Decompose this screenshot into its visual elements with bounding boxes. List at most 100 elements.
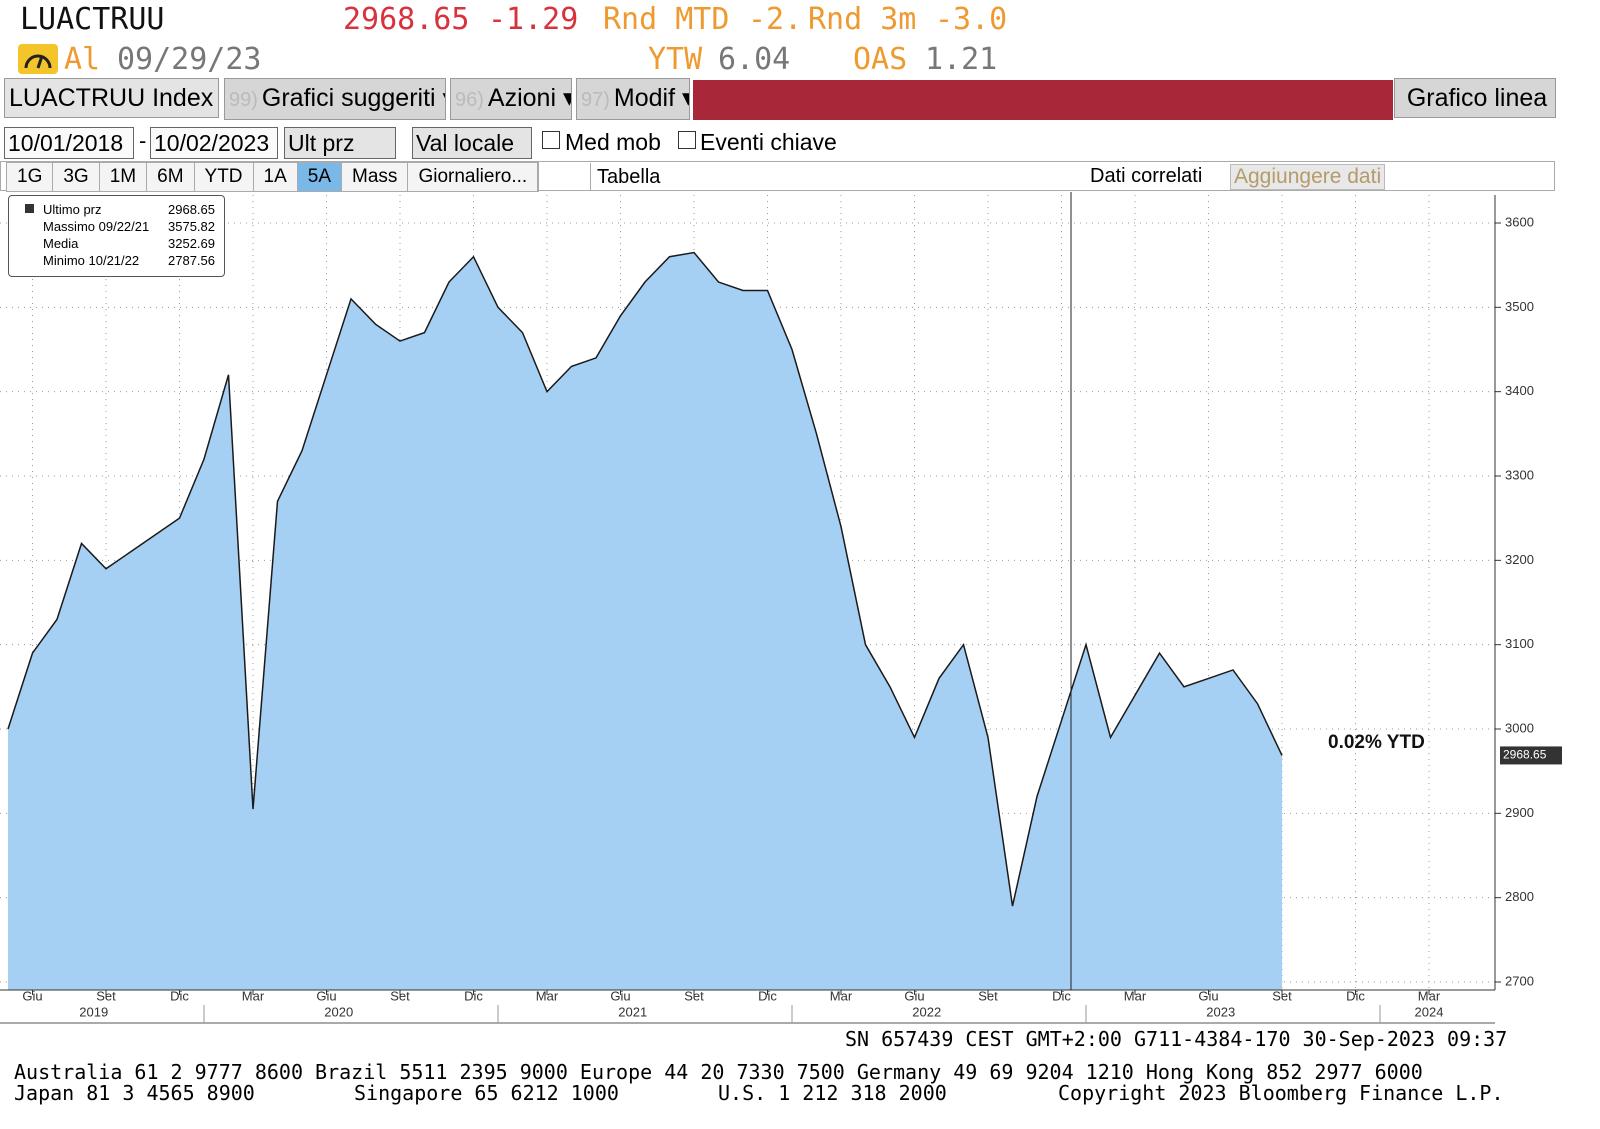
period-bar: 1G 3G 1M 6M YTD 1A 5A Mass Giornaliero... — [6, 162, 540, 192]
period-button[interactable]: 1A — [253, 163, 298, 191]
x-tick-label: Mar — [536, 988, 559, 1003]
y-tick-label: 2900 — [1505, 805, 1534, 820]
moving-avg: Med mob — [565, 129, 661, 155]
phones: Australia 61 2 9777 8600 Brazil 5511 239… — [14, 1060, 1423, 1084]
year-label: 2021 — [618, 1004, 647, 1019]
as-of-date: 09/29/23 — [117, 42, 262, 77]
legend-swatch — [25, 221, 34, 230]
legend-label: Massimo 09/22/21 — [43, 219, 150, 234]
legend-swatch — [25, 204, 34, 213]
y-tick-label: 3600 — [1505, 214, 1534, 229]
last-value-label: 2968.65 — [1503, 748, 1547, 762]
as-of-label: Al — [64, 42, 101, 77]
m3-value: -3.0 — [935, 2, 1008, 37]
session-info: SN 657439 CEST GMT+2:00 G711-4384-170 30… — [845, 1027, 1508, 1051]
checkbox[interactable] — [542, 131, 560, 149]
legend-value: 3575.82 — [168, 219, 215, 234]
y-tick-label: 3300 — [1505, 467, 1534, 482]
period-button[interactable]: YTD — [194, 163, 254, 191]
mtd-label: Rnd MTD — [603, 2, 730, 37]
legend: Ultimo prz 2968.65 Massimo 09/22/21 3575.82… — [8, 195, 225, 277]
y-tick-label: 3000 — [1505, 720, 1534, 735]
mtd-value: -2. — [748, 2, 803, 37]
menu[interactable]: 96)Azioni ▾ — [450, 78, 572, 120]
chart-type[interactable]: Grafico linea — [1394, 78, 1556, 118]
y-tick-label: 3400 — [1505, 383, 1534, 398]
menu[interactable]: 99)Grafici suggeriti ▾ — [224, 78, 446, 120]
x-tick-label: Giu — [1198, 988, 1218, 1003]
x-tick-label: Set — [684, 988, 704, 1003]
menu-number: 97) — [581, 89, 610, 111]
ticker: LUACTRUU — [20, 2, 165, 37]
x-tick-label: Set — [96, 988, 116, 1003]
year-label: 2024 — [1415, 1004, 1444, 1019]
period-button[interactable]: 6M — [147, 163, 195, 191]
x-tick-label: Set — [978, 988, 998, 1003]
y-tick-label: 3100 — [1505, 636, 1534, 651]
annotation: 0.02% YTD — [1328, 732, 1425, 753]
legend-value: 2787.56 — [168, 253, 215, 268]
date-separator: - — [139, 128, 147, 153]
x-tick-label: Dic — [1346, 988, 1365, 1003]
menu-label: Modif — [613, 84, 676, 112]
x-tick-label: Giu — [904, 988, 924, 1003]
end-date[interactable]: 10/02/2023 — [150, 127, 278, 159]
y-tick-label: 3200 — [1505, 552, 1534, 567]
key-events: Eventi chiave — [700, 129, 837, 155]
y-tick-label: 2800 — [1505, 889, 1534, 904]
phones: Singapore 65 6212 1000 — [354, 1081, 619, 1105]
x-tick-label: Set — [1272, 988, 1292, 1003]
x-tick-label: Mar — [1124, 988, 1147, 1003]
x-tick-label: Mar — [830, 988, 853, 1003]
checkbox[interactable] — [678, 131, 696, 149]
ytw-label: YTW — [648, 42, 703, 77]
start-date[interactable]: 10/01/2018 — [4, 127, 134, 159]
gauge-icon — [18, 44, 58, 74]
related-data[interactable]: Dati correlati — [1090, 165, 1203, 187]
period-button[interactable]: 3G — [53, 163, 100, 191]
title-band — [693, 80, 1393, 120]
last-value-tag — [1500, 746, 1562, 765]
legend-label: Minimo 10/21/22 — [43, 253, 140, 268]
period-button[interactable]: 1G — [7, 163, 54, 191]
area — [8, 252, 1282, 990]
menu-number: 99) — [229, 89, 258, 111]
menu-label: Grafici suggeriti — [261, 84, 436, 112]
menu-number: 96) — [455, 89, 484, 111]
legend-label: Ultimo prz — [43, 202, 102, 217]
security-field[interactable]: LUACTRUU Index — [4, 78, 219, 118]
year-label: 2022 — [912, 1004, 941, 1019]
year-label: 2019 — [79, 1004, 108, 1019]
y-tick-label: 2700 — [1505, 973, 1534, 988]
period-button[interactable]: Mass — [342, 163, 409, 191]
oas-value: 1.21 — [925, 42, 998, 77]
x-tick-label: Dic — [464, 988, 483, 1003]
x-tick-label: Mar — [1418, 988, 1441, 1003]
phones: Copyright 2023 Bloomberg Finance L.P. — [1058, 1081, 1504, 1105]
frequency-select[interactable]: Giornaliero... — [408, 163, 539, 191]
menu[interactable]: 97)Modif ▾ — [576, 78, 690, 120]
field-select[interactable]: Ult prz — [284, 127, 396, 159]
phones: U.S. 1 212 318 2000 — [718, 1081, 947, 1105]
year-label: 2020 — [324, 1004, 353, 1019]
add-data[interactable]: Aggiungere dati — [1230, 164, 1385, 190]
y-tick-label: 3500 — [1505, 299, 1534, 314]
change: -1.29 — [488, 2, 579, 37]
line — [7, 251, 1283, 907]
m3-label: Rnd 3m — [808, 2, 917, 37]
table-button[interactable]: Tabella — [590, 163, 666, 191]
currency-select[interactable]: Val locale — [412, 127, 532, 159]
price: 2968.65 — [343, 2, 470, 37]
x-tick-label: Giu — [610, 988, 630, 1003]
legend-swatch — [25, 238, 34, 247]
period-button[interactable]: 5A — [297, 163, 343, 191]
ytw-value: 6.04 — [718, 42, 791, 77]
x-tick-label: Dic — [170, 988, 189, 1003]
x-tick-label: Set — [390, 988, 410, 1003]
period-button[interactable]: 1M — [99, 163, 148, 191]
year-label: 2023 — [1206, 1004, 1235, 1019]
x-tick-label: Giu — [22, 988, 42, 1003]
x-tick-label: Giu — [316, 988, 336, 1003]
